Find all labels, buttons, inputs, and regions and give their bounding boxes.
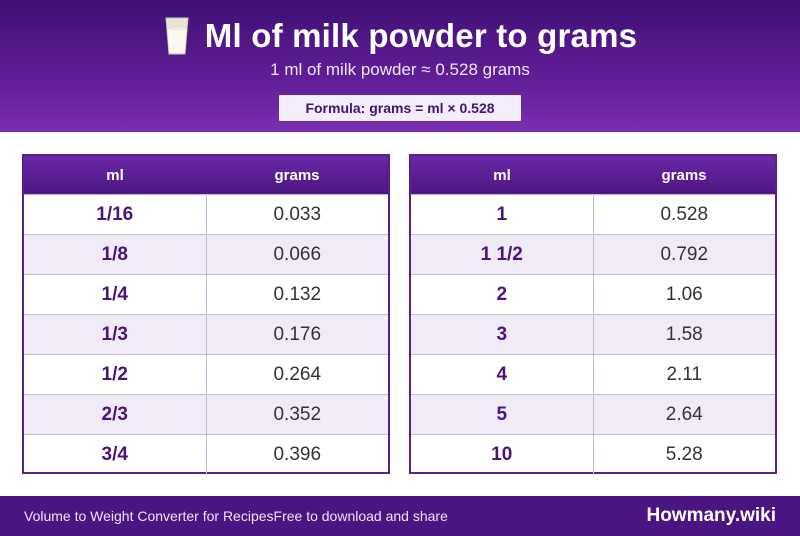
ml-cell: 2 [411,275,594,314]
subtitle: 1 ml of milk powder ≈ 0.528 grams [270,60,530,79]
ml-cell: 3/4 [24,435,207,474]
ml-cell: 10 [411,435,594,474]
title-row: Ml of milk powder to grams [0,14,800,58]
column-header-grams: grams [661,166,707,184]
column-header-ml: ml [106,166,124,184]
column-header-grams: grams [274,166,320,184]
table-row: 4 2.11 [411,354,775,394]
table-header: ml grams [411,156,775,194]
table-row: 1/2 0.264 [24,354,388,394]
grams-cell: 0.396 [273,443,322,465]
grams-cell: 1.06 [665,283,703,305]
grams-cell: 0.264 [273,363,322,385]
conversion-table-left: ml grams 1/16 0.033 1/8 0.066 1/4 0.132 … [22,154,390,474]
grams-cell: 0.033 [273,203,322,225]
ml-cell: 1/3 [24,315,207,354]
grams-cell: 2.64 [665,403,703,425]
table-row: 5 2.64 [411,394,775,434]
footer-tagline: Volume to Weight Converter for Recipes Fr… [24,496,448,536]
grams-cell: 5.28 [665,443,703,465]
table-row: 2/3 0.352 [24,394,388,434]
table-row: 3/4 0.396 [24,434,388,474]
ml-cell: 1/8 [24,235,207,274]
footer-share-text: Free to download and share [273,508,448,524]
footer-bar: Volume to Weight Converter for Recipes Fr… [0,496,800,536]
grams-cell: 0.792 [660,243,709,265]
grams-cell: 0.352 [273,403,322,425]
milk-glass-icon [165,17,189,55]
column-header-ml: ml [493,166,511,184]
ml-cell: 2/3 [24,395,207,434]
footer-converter-text: Volume to Weight Converter for Recipes [24,508,274,524]
ml-cell: 3 [411,315,594,354]
page-title: Ml of milk powder to grams [204,17,638,54]
table-row: 3 1.58 [411,314,775,354]
grams-cell: 1.58 [665,323,703,345]
table-row: 1 0.528 [411,194,775,234]
brand-logo-text[interactable]: Howmany.wiki [646,505,776,526]
formula-badge: Formula: grams = ml × 0.528 [279,95,521,121]
grams-cell: 2.11 [666,363,703,385]
ml-cell: 1 [411,195,594,234]
grams-cell: 0.132 [273,283,322,305]
grams-cell: 0.176 [273,323,322,345]
ml-cell: 5 [411,395,594,434]
ml-cell: 1/16 [24,195,207,234]
conversion-table-right: ml grams 1 0.528 1 1/2 0.792 2 1.06 3 1.… [409,154,777,474]
header-banner: Ml of milk powder to grams 1 ml of milk … [0,0,800,132]
ml-cell: 4 [411,355,594,394]
table-row: 1/8 0.066 [24,234,388,274]
grams-cell: 0.066 [273,243,322,265]
table-row: 2 1.06 [411,274,775,314]
table-row: 1/3 0.176 [24,314,388,354]
table-row: 1/4 0.132 [24,274,388,314]
table-header: ml grams [24,156,388,194]
ml-cell: 1/4 [24,275,207,314]
table-row: 1/16 0.033 [24,194,388,234]
ml-cell: 1 1/2 [411,235,594,274]
table-row: 1 1/2 0.792 [411,234,775,274]
table-row: 10 5.28 [411,434,775,474]
ml-cell: 1/2 [24,355,207,394]
grams-cell: 0.528 [660,203,709,225]
